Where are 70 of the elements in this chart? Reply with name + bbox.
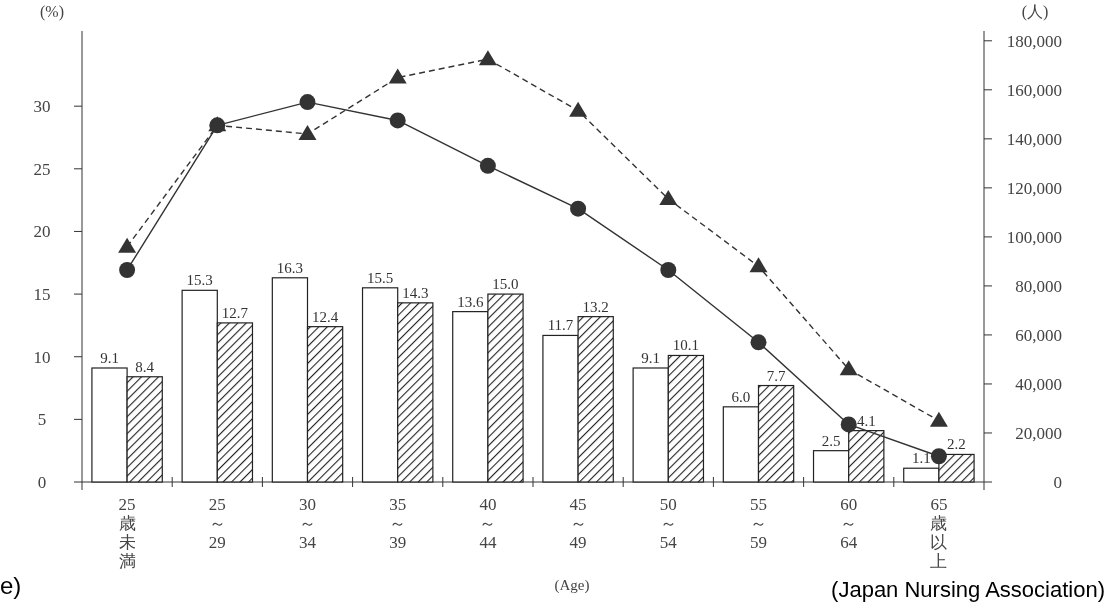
- point: [929, 411, 948, 427]
- data-label: 6.0: [731, 388, 751, 405]
- x-tick-label: 25歳未満: [118, 495, 136, 571]
- data-label: 2.2: [947, 436, 966, 453]
- data-label: 15.5: [366, 269, 394, 286]
- point: [660, 261, 677, 278]
- data-label: 13.6: [457, 293, 484, 310]
- point: [119, 261, 136, 278]
- y2-tick-label: 160,000: [1006, 80, 1062, 100]
- data-label: 9.1: [641, 350, 661, 366]
- x-tick-label: 35～39: [389, 495, 407, 552]
- y2-tick-label: 180,000: [1006, 31, 1062, 51]
- y-tick-label: 5: [37, 410, 47, 430]
- y-tick-label: 10: [33, 347, 51, 367]
- data-label: 2.5: [821, 432, 841, 449]
- data-label: 4.1: [856, 412, 876, 429]
- x-axis-title: (Age): [554, 577, 590, 594]
- point: [299, 94, 316, 111]
- point: [118, 237, 137, 253]
- y2-tick-label: 20,000: [1015, 423, 1062, 443]
- data-label: 15.3: [186, 272, 213, 289]
- y2-axis-title: (人): [1021, 3, 1049, 21]
- data-label: 12.4: [311, 308, 339, 325]
- y2-tick-label: 80,000: [1015, 276, 1062, 296]
- y-tick-label: 15: [33, 285, 51, 305]
- data-label: 15.0: [492, 276, 519, 293]
- point: [478, 50, 497, 66]
- data-label: 7.7: [766, 367, 786, 384]
- data-label: 16.3: [276, 259, 304, 276]
- text: e): [0, 572, 22, 599]
- x-tick-label: 25～29: [208, 495, 226, 552]
- y2-tick-label: 60,000: [1015, 325, 1062, 345]
- point: [298, 124, 317, 140]
- x-tick-label: 30～34: [299, 495, 317, 552]
- y2-tick-label: 40,000: [1015, 374, 1062, 394]
- y-tick-label: 20: [33, 222, 51, 242]
- x-tick-label: 60～64: [840, 495, 858, 552]
- y-tick-label: 30: [33, 97, 51, 117]
- y-tick-label: 25: [33, 159, 51, 179]
- point: [389, 112, 406, 129]
- x-tick-label: 45～49: [569, 495, 587, 552]
- data-label: 11.7: [547, 317, 574, 334]
- point: [388, 68, 407, 84]
- point: [659, 189, 678, 205]
- y-axis-title: (%): [40, 3, 64, 21]
- y-tick-label: 0: [37, 473, 47, 492]
- x-tick-label: 40～44: [479, 495, 497, 552]
- data-label: 9.1: [100, 350, 119, 366]
- point: [569, 101, 588, 117]
- point: [930, 448, 947, 465]
- data-label: 14.3: [402, 284, 429, 301]
- y2-tick-label: 140,000: [1006, 129, 1062, 149]
- point: [570, 200, 587, 217]
- x-tick-label: 55～59: [750, 495, 767, 552]
- x-tick-label: 65歳以上: [930, 495, 948, 571]
- y2-tick-label: 100,000: [1006, 227, 1062, 247]
- text: (Japan Nursing Association): [831, 577, 1105, 602]
- y2-tick-label: 0: [1053, 473, 1062, 492]
- y2-tick-label: 120,000: [1006, 178, 1062, 198]
- data-label: 1.1: [911, 450, 931, 467]
- data-label: 13.2: [582, 298, 609, 315]
- point: [749, 257, 768, 273]
- point: [840, 416, 857, 433]
- point: [479, 157, 496, 174]
- point: [839, 360, 858, 376]
- data-label: 12.7: [221, 304, 249, 321]
- point: [750, 334, 767, 351]
- x-tick-label: 50～54: [659, 495, 678, 552]
- data-label: 10.1: [672, 337, 700, 354]
- data-label: 8.4: [135, 358, 155, 375]
